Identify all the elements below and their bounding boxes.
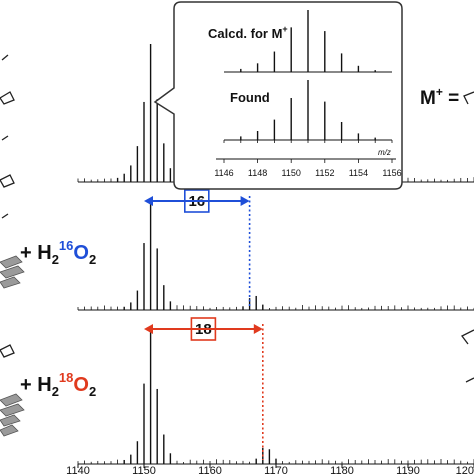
isotope-inset: Calcd. for M+ Found m/z 1146 1148 1150 1152… <box>153 1 403 190</box>
x-axis: 1140 1150 1160 1170 1180 1190 120 <box>66 464 474 474</box>
inset-tick-label: 1156 <box>382 168 401 178</box>
label-h2-16o2: + H216O2 <box>20 238 96 267</box>
label-h2-18o2: + H218O2 <box>20 370 96 399</box>
inset-callout <box>153 1 403 190</box>
grey-stack-bottom <box>0 393 25 437</box>
right-structure-fragments <box>461 91 474 383</box>
m-eq: = <box>443 88 459 109</box>
x-tick-label: 1180 <box>330 465 354 474</box>
inset-tick-label: 1150 <box>282 168 301 178</box>
calcd-label: Calcd. for M+ <box>208 24 288 41</box>
x-tick-label: 1170 <box>264 465 288 474</box>
m-sup: + <box>436 85 443 99</box>
x-tick-label: 120 <box>456 465 474 474</box>
mz-label: m/z <box>378 148 391 157</box>
x-tick-label: 1160 <box>198 465 222 474</box>
arrow-head-right <box>253 324 263 334</box>
arrow-head-left <box>144 196 153 206</box>
found-label: Found <box>230 90 270 105</box>
inset-tick-label: 1146 <box>214 168 233 178</box>
m-text: M <box>420 88 436 109</box>
molecule-structure-fragments <box>0 54 15 358</box>
x-tick-label: 1150 <box>132 465 156 474</box>
inset-tick-label: 1148 <box>248 168 267 178</box>
arrow-head-left <box>144 324 153 334</box>
x-tick-label: 1190 <box>396 465 420 474</box>
grey-stack-top <box>0 255 25 289</box>
spectrum-panel-middle <box>77 202 474 311</box>
shift-annotation-16: 16 <box>144 189 251 306</box>
arrow-head-right <box>240 196 250 206</box>
inset-calcd-spectrum <box>224 10 392 73</box>
x-tick-label: 1140 <box>66 465 90 474</box>
spectrum-panel-bottom <box>77 330 474 465</box>
m-plus-label: M+ = <box>420 85 459 109</box>
inset-x-axis: 1146 1148 1150 1152 1154 1156 <box>214 140 402 178</box>
shift-annotation-18: 18 <box>144 317 264 460</box>
inset-tick-label: 1152 <box>315 168 334 178</box>
inset-tick-label: 1154 <box>349 168 368 178</box>
